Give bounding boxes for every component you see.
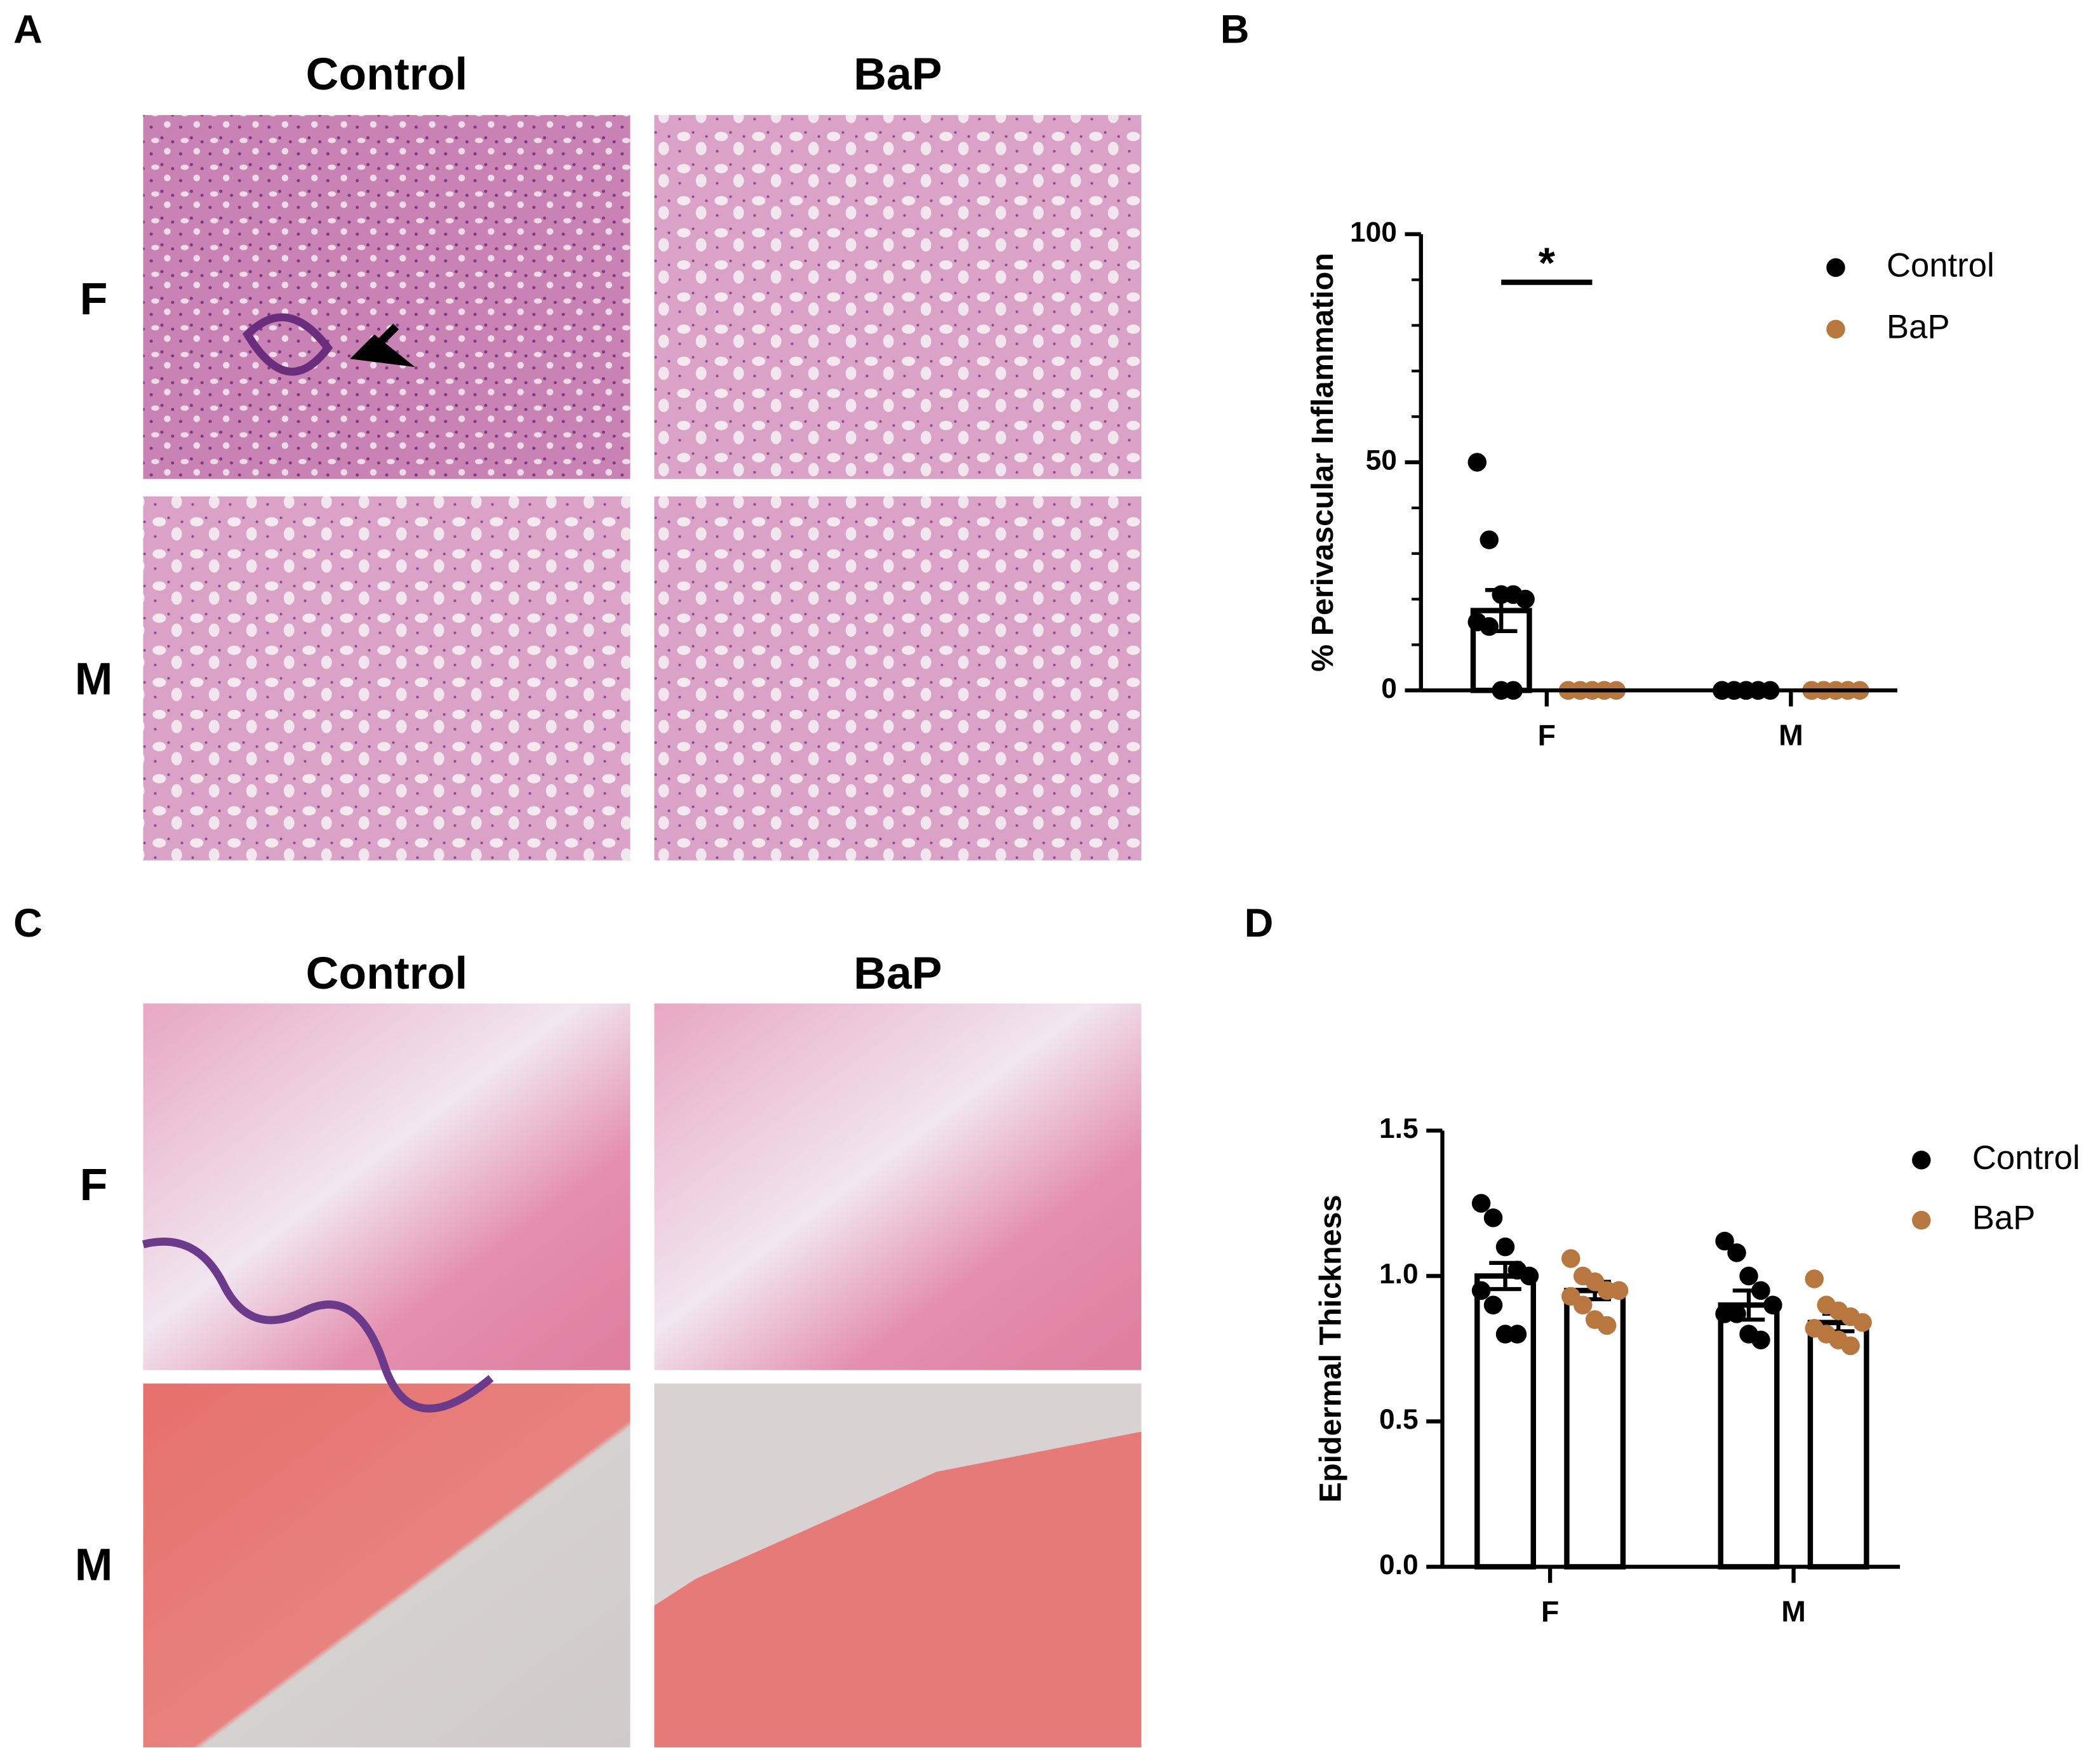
bar: [1564, 1288, 1626, 1570]
row-header: F: [80, 274, 108, 324]
epidermis: [142, 1238, 494, 1413]
histology-image: [143, 115, 631, 479]
histology-image: [143, 496, 631, 860]
x-tick-label: F: [1541, 1594, 1559, 1627]
data-point: [1471, 1194, 1491, 1213]
x-tick-label: F: [1538, 718, 1556, 751]
y-tick-label: 50: [1366, 445, 1397, 476]
histology-image: [143, 1383, 631, 1747]
legend-marker: [1912, 1151, 1931, 1170]
data-point: [1853, 1313, 1872, 1332]
data-point: [1751, 1281, 1770, 1300]
histology-image: [143, 1003, 631, 1370]
row-header: M: [75, 654, 113, 705]
data-point: [1597, 1316, 1617, 1335]
data-point: [1805, 1269, 1824, 1288]
histology-image: [654, 496, 1142, 860]
data-point: [1471, 1281, 1491, 1300]
x-tick-label: M: [1779, 718, 1803, 751]
data-point: [1573, 1295, 1593, 1315]
panel-label: D: [1245, 901, 1274, 945]
y-tick-label: 100: [1350, 217, 1397, 248]
legend-label: BaP: [1972, 1199, 2036, 1237]
data-point: [1507, 1325, 1527, 1344]
x-tick-label: M: [1781, 1594, 1806, 1627]
data-point: [1609, 1281, 1629, 1300]
data-point: [1763, 1295, 1782, 1315]
data-point: [1561, 1249, 1580, 1268]
y-tick-label: 1.5: [1379, 1113, 1419, 1144]
column-header: BaP: [853, 948, 942, 999]
y-axis-title: Epidermal Thickness: [1314, 1195, 1348, 1503]
histology-image: [654, 1003, 1142, 1370]
arrow: [350, 323, 415, 367]
y-tick-label: 1.0: [1379, 1259, 1419, 1290]
panel-label: A: [13, 7, 43, 51]
significance-label: *: [1539, 239, 1556, 287]
column-header: Control: [306, 948, 468, 999]
data-point: [1727, 1304, 1746, 1323]
column-header: Control: [306, 49, 468, 100]
bar: [1474, 1273, 1536, 1570]
data-point: [1739, 1266, 1758, 1286]
data-point: [1727, 1243, 1746, 1262]
y-axis-title: % Perivascular Inflammation: [1306, 253, 1340, 672]
data-point: [1715, 1231, 1734, 1251]
legend-marker: [1912, 1210, 1931, 1230]
legend-marker: [1826, 258, 1845, 277]
y-tick-label: 0.5: [1379, 1404, 1419, 1435]
data-point: [1841, 1336, 1860, 1356]
row-header: M: [75, 1539, 113, 1590]
data-point: [1495, 1237, 1515, 1257]
legend-label: BaP: [1887, 308, 1950, 345]
histology-image: [654, 115, 1142, 479]
legend-label: Control: [1972, 1139, 2080, 1177]
legend-label: Control: [1887, 246, 1994, 284]
data-point: [1520, 1266, 1539, 1286]
data-point: [1516, 589, 1535, 609]
data-point: [1483, 1208, 1503, 1227]
panel-label: C: [13, 901, 43, 945]
tissue: [654, 1431, 1142, 1747]
legend-marker: [1826, 319, 1845, 339]
data-point: [1480, 617, 1499, 636]
bar: [1807, 1320, 1869, 1570]
column-header: BaP: [853, 49, 942, 100]
data-point: [1480, 530, 1499, 549]
y-tick-label: 0: [1381, 673, 1397, 704]
y-tick-label: 0.0: [1379, 1549, 1419, 1580]
data-point: [1467, 453, 1487, 472]
data-point: [1483, 1295, 1503, 1315]
vessel: [242, 313, 333, 376]
row-header: F: [80, 1159, 108, 1210]
panel-label: B: [1220, 7, 1250, 51]
data-point: [1751, 1330, 1770, 1349]
